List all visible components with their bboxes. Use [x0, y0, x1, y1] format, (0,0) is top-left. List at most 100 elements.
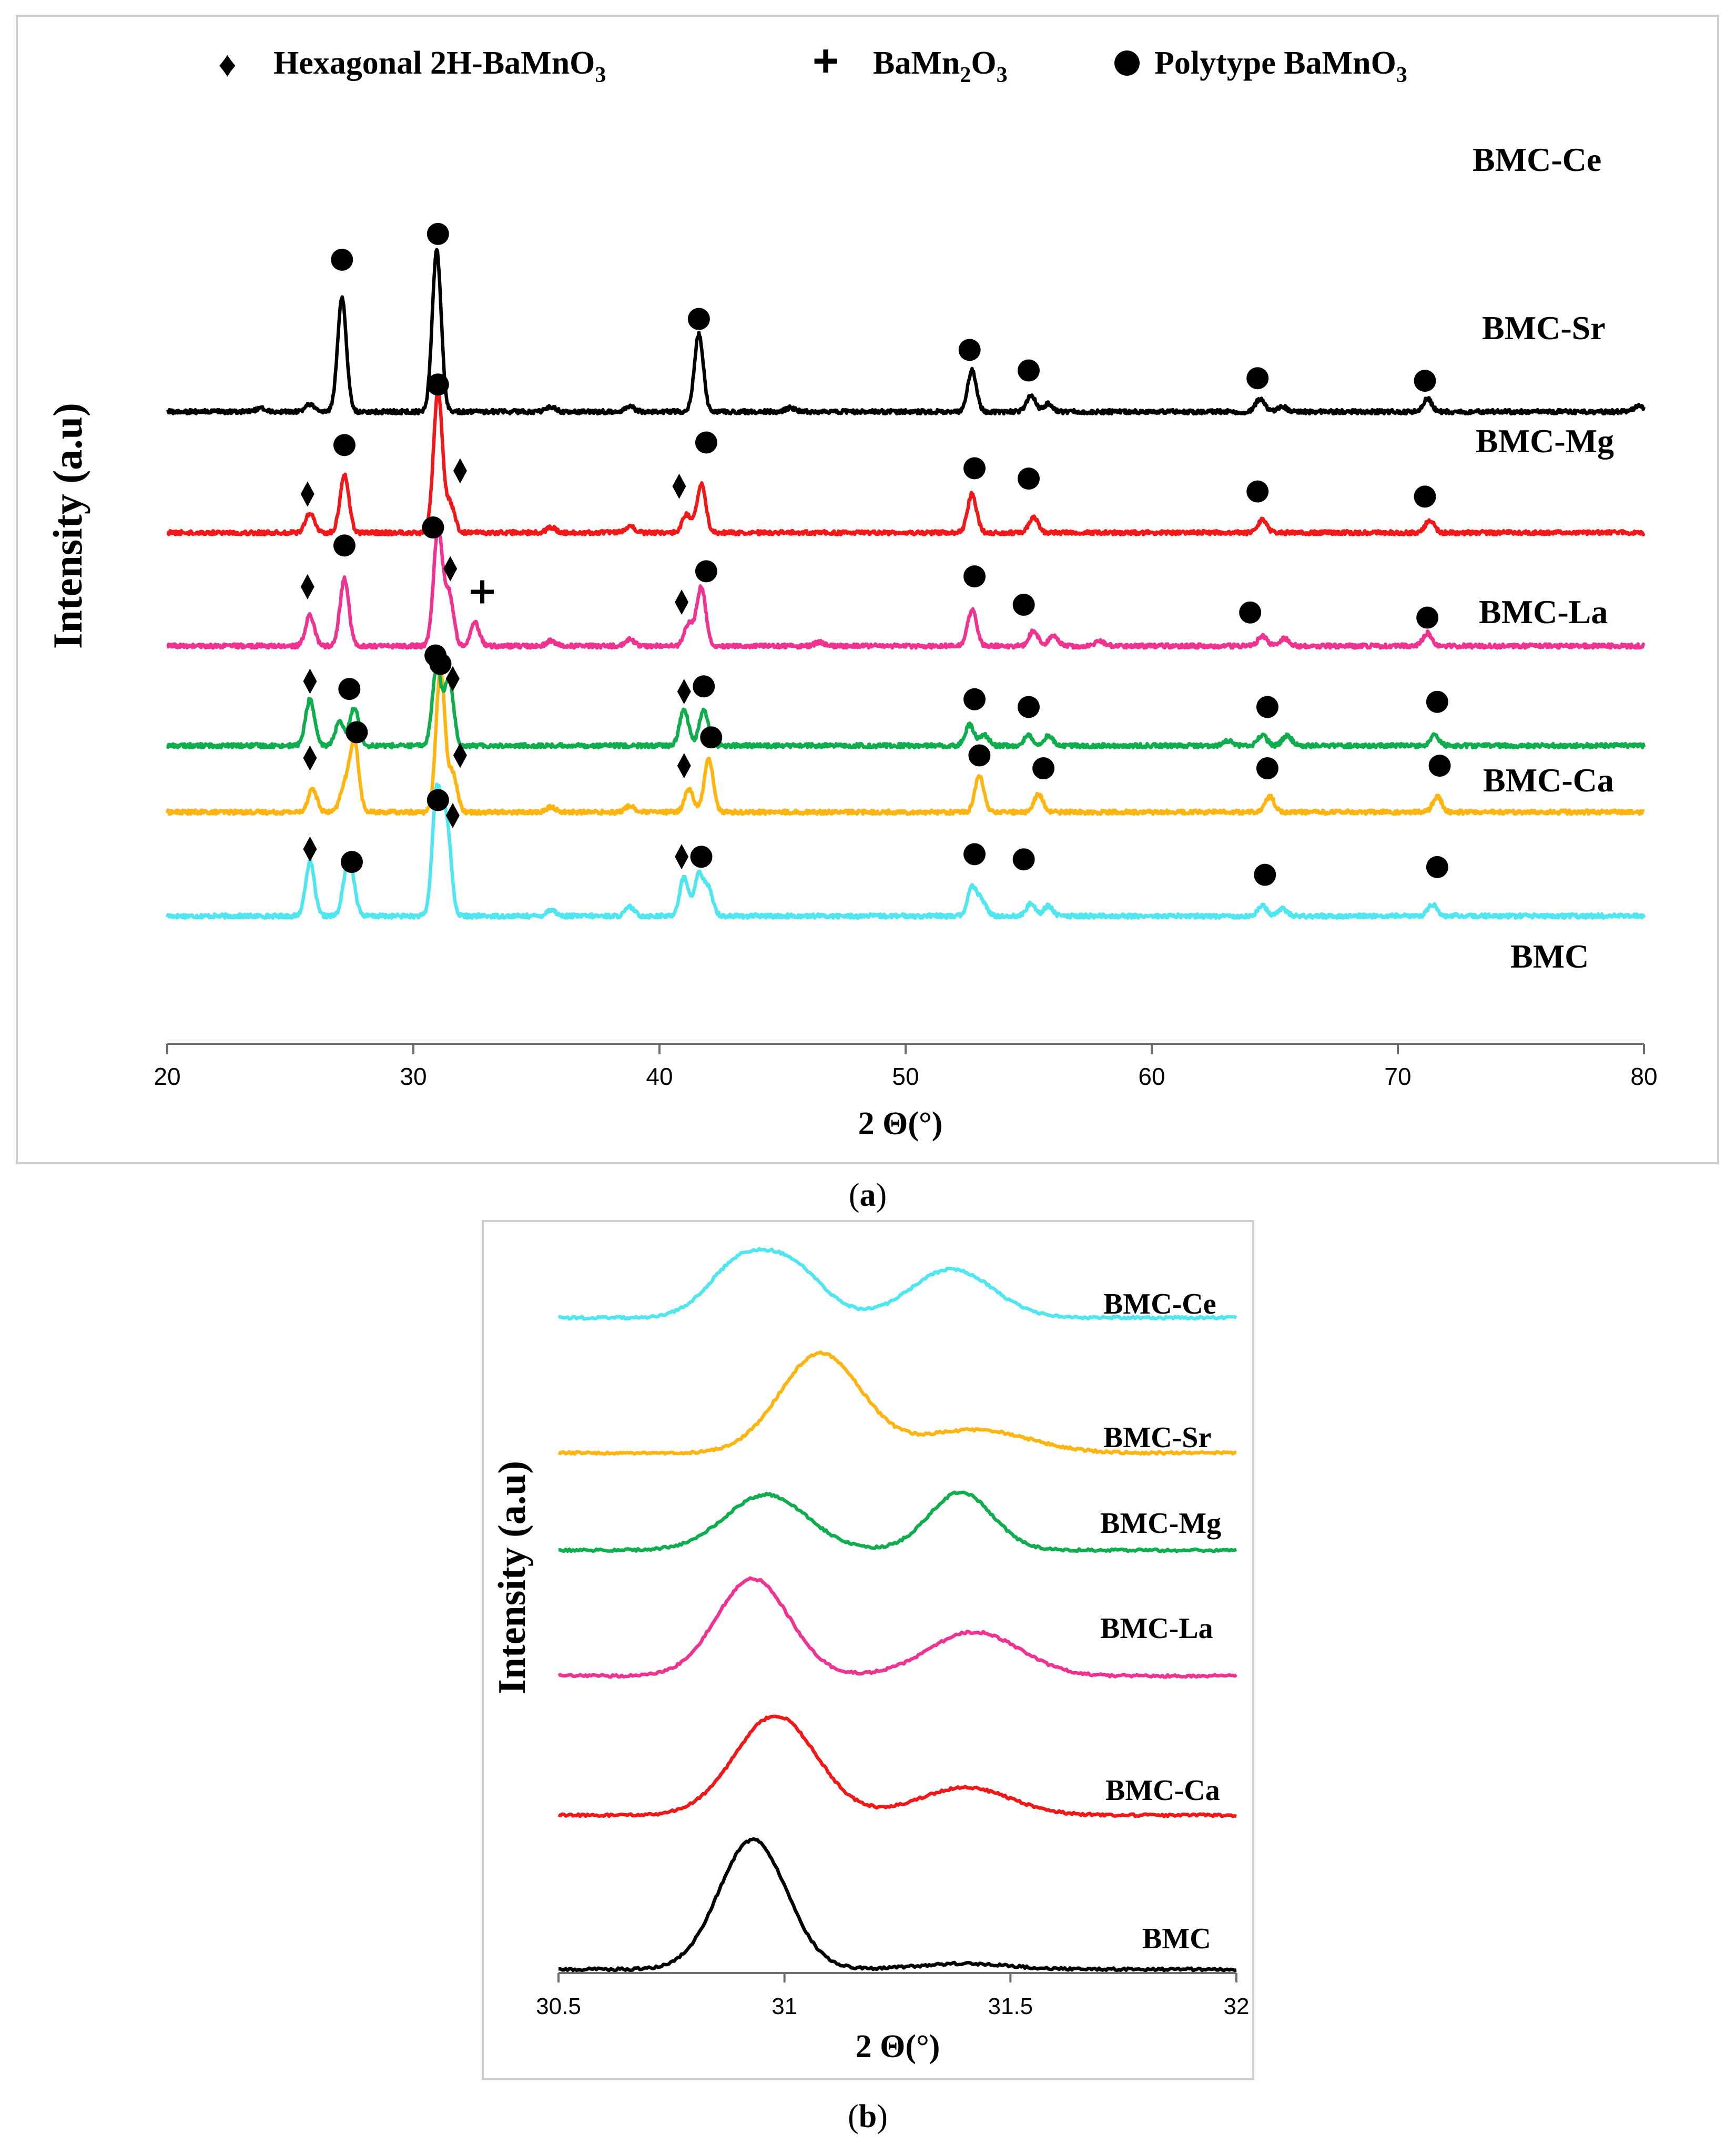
panel-a-border [16, 15, 1719, 1164]
legend-hexagonal-label: Hexagonal 2H-BaMnO3 [273, 45, 606, 87]
marker-dot-icon [427, 373, 449, 396]
marker-dot-icon [963, 688, 986, 710]
panel-a: ♦ Hexagonal 2H-BaMnO3 + BaMn2O3 Polytype… [16, 15, 1719, 1213]
marker-dot-icon [1012, 594, 1035, 616]
marker-dot-icon [333, 434, 356, 456]
marker-dot-icon [1256, 696, 1278, 718]
series-label-bmc-ce-a: BMC-Ce [1473, 141, 1601, 178]
panel-b: 30.5 31 31.5 32 Intensity (a.u) 2 Θ(°) BMC-… [482, 1220, 1254, 2134]
x-tick-label-a-2: 40 [646, 1063, 673, 1090]
marker-dot-icon [341, 851, 363, 873]
x-tick-label-a-1: 30 [400, 1063, 427, 1090]
series-label-bmc-la-b: BMC-La [1100, 1612, 1213, 1645]
marker-dot-icon [687, 308, 710, 330]
line-bmc-a [166, 248, 1646, 416]
marker-dot-icon [422, 516, 444, 539]
x-axis-label-a: 2 Θ(°) [858, 1106, 943, 1142]
marker-dot-icon [346, 721, 368, 744]
series-label-bmc-b: BMC [1142, 1923, 1211, 1955]
legend: ♦ Hexagonal 2H-BaMnO3 + BaMn2O3 Polytype… [218, 36, 1407, 87]
marker-diamond-icon [300, 574, 314, 599]
marker-dot-icon [963, 565, 986, 588]
series-label-bmc-mg-b: BMC-Mg [1100, 1507, 1221, 1540]
series-labels-b: BMC-Ce BMC-Sr BMC-Mg BMC-La BMC-Ca BMC [1100, 1288, 1221, 1955]
legend-plus-icon: + [813, 36, 839, 86]
marker-dot-icon [333, 534, 356, 557]
x-ticks-a: 20 30 40 50 60 70 80 [154, 1044, 1658, 1090]
marker-diamond-icon [675, 589, 689, 615]
marker-dot-icon [1018, 359, 1040, 382]
marker-dot-icon [1018, 467, 1040, 490]
marker-dot-icon [1426, 856, 1448, 878]
marker-diamond-icon [453, 743, 467, 768]
legend-diamond-icon: ♦ [218, 44, 237, 84]
marker-dot-icon [1018, 696, 1040, 718]
x-axis-label-b: 2 Θ(°) [856, 2029, 940, 2064]
marker-diamond-icon [445, 666, 460, 691]
marker-dot-icon [1414, 485, 1436, 508]
marker-diamond-icon [303, 745, 317, 771]
marker-dot-icon [963, 843, 986, 866]
x-tick-label-a-4: 60 [1138, 1063, 1165, 1090]
series-label-bmc-la-a: BMC-La [1479, 593, 1608, 630]
x-tick-label-a-3: 50 [892, 1063, 919, 1090]
x-tick-label-b-2: 31.5 [988, 1994, 1033, 2019]
marker-dot-icon [1254, 863, 1276, 886]
x-tick-label-b-1: 31 [771, 1994, 797, 2019]
legend-dot-icon [1114, 50, 1140, 76]
series-label-bmc-sr-b: BMC-Sr [1103, 1421, 1211, 1454]
marker-dot-icon [1414, 370, 1436, 392]
line-bmc-la-a [166, 525, 1646, 650]
marker-dot-icon [1428, 755, 1451, 777]
line-bmc-la-b [557, 1576, 1237, 1679]
marker-dot-icon [424, 644, 447, 667]
marker-diamond-icon [677, 679, 691, 705]
x-ticks-b: 30.5 31 31.5 32 [536, 1973, 1249, 2019]
series-label-bmc-ca-a: BMC-Ca [1483, 761, 1614, 799]
panel-a-caption: (a) [849, 1177, 887, 1213]
marker-dot-icon [963, 457, 986, 480]
marker-dot-icon [1426, 690, 1448, 713]
marker-diamond-icon [443, 556, 458, 582]
x-tick-label-a-5: 70 [1384, 1063, 1411, 1090]
marker-dot-icon [690, 846, 713, 868]
marker-dot-icon [968, 744, 991, 767]
series-labels-a: BMC-Ce BMC-Sr BMC-Mg BMC-La BMC-Ca BMC [1473, 141, 1614, 975]
marker-dot-icon [693, 675, 715, 698]
marker-dot-icon [1246, 367, 1269, 390]
series-label-bmc-mg-a: BMC-Mg [1476, 422, 1614, 460]
marker-dot-icon [958, 339, 981, 361]
marker-dot-icon [695, 560, 717, 583]
legend-polytype-label: Polytype BaMnO3 [1154, 45, 1407, 87]
marker-diamond-icon [303, 668, 317, 694]
line-bmc-mg-a [166, 664, 1646, 750]
panel-b-border [482, 1220, 1254, 2080]
legend-bamn2o3-label: BaMn2O3 [873, 45, 1008, 87]
line-bmc-ca-b [557, 1714, 1237, 1818]
marker-dot-icon [1416, 606, 1439, 629]
marker-diamond-icon [303, 836, 317, 862]
series-label-bmc-ce-b: BMC-Ce [1103, 1288, 1216, 1320]
x-tick-label-b-0: 30.5 [536, 1994, 581, 2019]
peak-markers-a [300, 222, 1451, 886]
marker-diamond-icon [445, 802, 460, 828]
line-bmc-sr-a [165, 667, 1646, 816]
series-a [165, 248, 1646, 920]
marker-dot-icon [331, 248, 353, 271]
marker-diamond-icon [672, 473, 686, 499]
marker-dot-icon [700, 726, 723, 749]
marker-diamond-icon [677, 753, 691, 779]
marker-diamond-icon [453, 458, 467, 484]
y-axis-label-b: Intensity (a.u) [491, 1461, 534, 1694]
marker-dot-icon [1246, 480, 1269, 503]
x-tick-label-a-6: 80 [1630, 1063, 1657, 1090]
line-bmc-ca-a [166, 389, 1646, 537]
marker-dot-icon [338, 678, 361, 700]
series-label-bmc-ca-b: BMC-Ca [1105, 1774, 1220, 1807]
marker-dot-icon [1032, 757, 1055, 780]
marker-diamond-icon [675, 844, 689, 870]
line-bmc-b [558, 1837, 1237, 1972]
marker-dot-icon [1239, 601, 1262, 624]
marker-diamond-icon [300, 481, 314, 507]
